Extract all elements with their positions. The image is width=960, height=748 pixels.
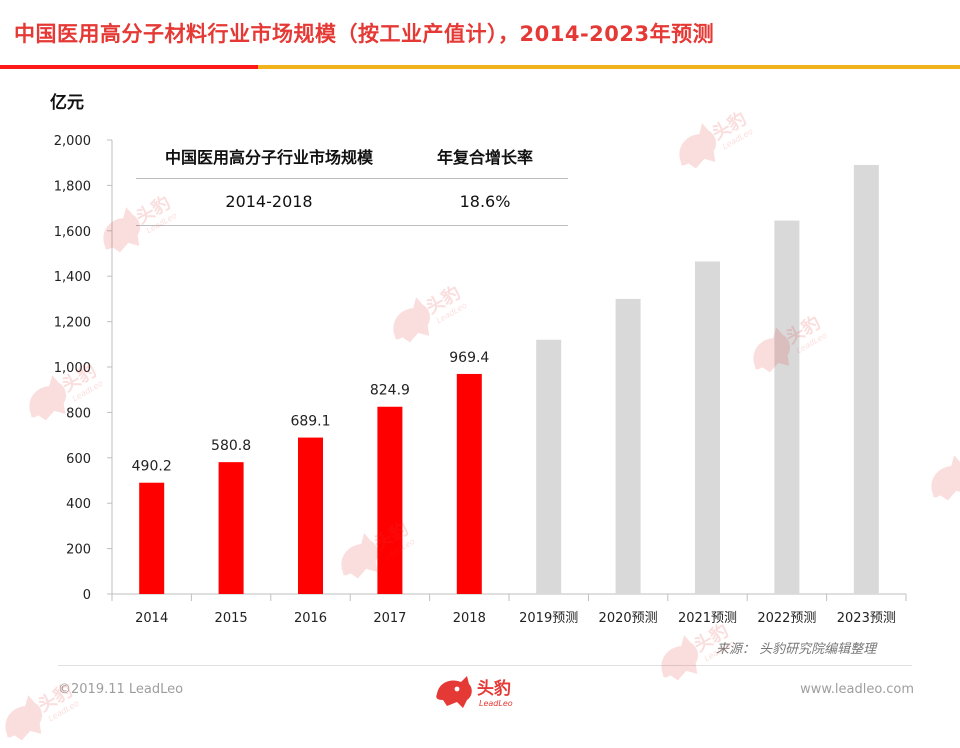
y-tick-label: 1,400 xyxy=(54,270,91,285)
y-axis-unit-label: 亿元 xyxy=(50,93,84,113)
cagr-table-header-market: 中国医用高分子行业市场规模 xyxy=(164,148,373,167)
x-category-label: 2016 xyxy=(294,611,327,626)
y-tick-label: 1,000 xyxy=(54,361,91,376)
y-tick-label: 0 xyxy=(83,588,91,603)
title-underline-yellow xyxy=(258,65,960,69)
y-tick-label: 600 xyxy=(66,452,91,467)
x-category-label: 2017 xyxy=(373,611,406,626)
footer-url: www.leadleo.com xyxy=(800,682,914,697)
chart-title: 中国医用高分子材料行业市场规模（按工业产值计），2014-2023年预测 xyxy=(14,22,715,46)
bar-value-label: 824.9 xyxy=(370,383,410,399)
x-category-label: 2020预测 xyxy=(599,611,658,626)
cagr-table-data-row: 2014-2018 18.6% xyxy=(136,179,568,226)
y-tick-label: 1,800 xyxy=(54,179,91,194)
bar-chart: 0 200 400 600 800 1,000 1,200 1,400 1,600 1,800 2,… xyxy=(54,134,907,626)
title-underline-red xyxy=(0,65,258,69)
footer-logo-subtext: LeadLeo xyxy=(479,699,513,708)
bar-value-label: 580.8 xyxy=(211,438,251,454)
cagr-table-rate: 18.6% xyxy=(459,192,511,211)
bar-value-label: 689.1 xyxy=(290,414,330,430)
actual-bar xyxy=(218,462,244,594)
forecast-bar xyxy=(853,164,879,594)
bar-value-label: 490.2 xyxy=(132,459,172,475)
x-category-label: 2021预测 xyxy=(678,611,737,626)
actual-bar xyxy=(139,482,165,594)
actual-bar xyxy=(298,437,323,594)
actual-bar xyxy=(456,373,482,594)
source-note: 来源： 头豹研究院编辑整理 xyxy=(716,642,877,657)
x-category-label: 2022预测 xyxy=(757,611,816,626)
forecast-bar xyxy=(695,261,720,594)
bar-value-label: 969.4 xyxy=(449,350,489,366)
cagr-table-period: 2014-2018 xyxy=(225,192,313,211)
footer-logo-text: 头豹 xyxy=(477,678,511,699)
y-tick-label: 1,600 xyxy=(54,225,91,240)
x-category-label: 2015 xyxy=(215,611,248,626)
cagr-table-header-rate: 年复合增长率 xyxy=(436,148,533,167)
cagr-table-header-row: 中国医用高分子行业市场规模 年复合增长率 xyxy=(136,138,568,179)
x-category-label: 2023预测 xyxy=(837,611,896,626)
y-tick-label: 800 xyxy=(66,406,91,421)
x-category-label: 2018 xyxy=(453,611,486,626)
y-tick-label: 2,000 xyxy=(54,134,91,149)
y-tick-label: 200 xyxy=(66,543,91,558)
y-tick-label: 1,200 xyxy=(54,316,91,331)
forecast-bar xyxy=(536,339,562,594)
forecast-bar xyxy=(774,220,800,594)
cagr-table: 中国医用高分子行业市场规模 年复合增长率 2014-2018 18.6% xyxy=(136,138,568,226)
y-tick-label: 400 xyxy=(66,497,91,512)
forecast-bar xyxy=(615,298,641,594)
footer-copyright: ©2019.11 LeadLeo xyxy=(58,682,184,697)
footer-divider xyxy=(58,665,912,666)
x-category-label: 2019预测 xyxy=(519,611,578,626)
x-category-label: 2014 xyxy=(135,611,168,626)
leadleo-logo-icon: 头豹 LeadLeo xyxy=(436,676,513,708)
actual-bar xyxy=(377,406,403,594)
